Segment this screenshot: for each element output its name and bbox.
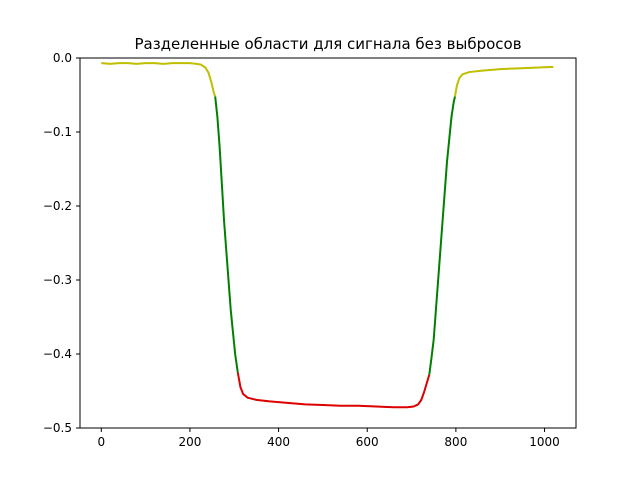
x-tick-label: 200 [178,435,201,449]
x-tick-label: 800 [444,435,467,449]
chart-title: Разделенные области для сигнала без выбр… [134,35,521,53]
y-tick-label: −0.4 [43,347,72,361]
y-tick-label: −0.5 [43,421,72,435]
series-line-3 [428,96,456,375]
x-tick-label: 400 [267,435,290,449]
x-tick-label: 600 [356,435,379,449]
series-layer [101,62,554,409]
x-tick-label: 1000 [529,435,560,449]
series-line-4 [454,65,554,97]
series-line-2 [236,372,431,409]
series-line-1 [214,96,239,373]
axes-layer: 0 200 400 600 800 1000 0.0 −0.1 −0.2 −0.3 −0.4 −0.5 [43,51,577,449]
y-tick-label: 0.0 [53,51,72,65]
y-tick-label: −0.3 [43,273,72,287]
x-tick-label: 0 [97,435,105,449]
series-line-0 [101,62,217,97]
y-tick-label: −0.2 [43,199,72,213]
plot-frame [79,57,577,429]
y-tick-label: −0.1 [43,125,72,139]
